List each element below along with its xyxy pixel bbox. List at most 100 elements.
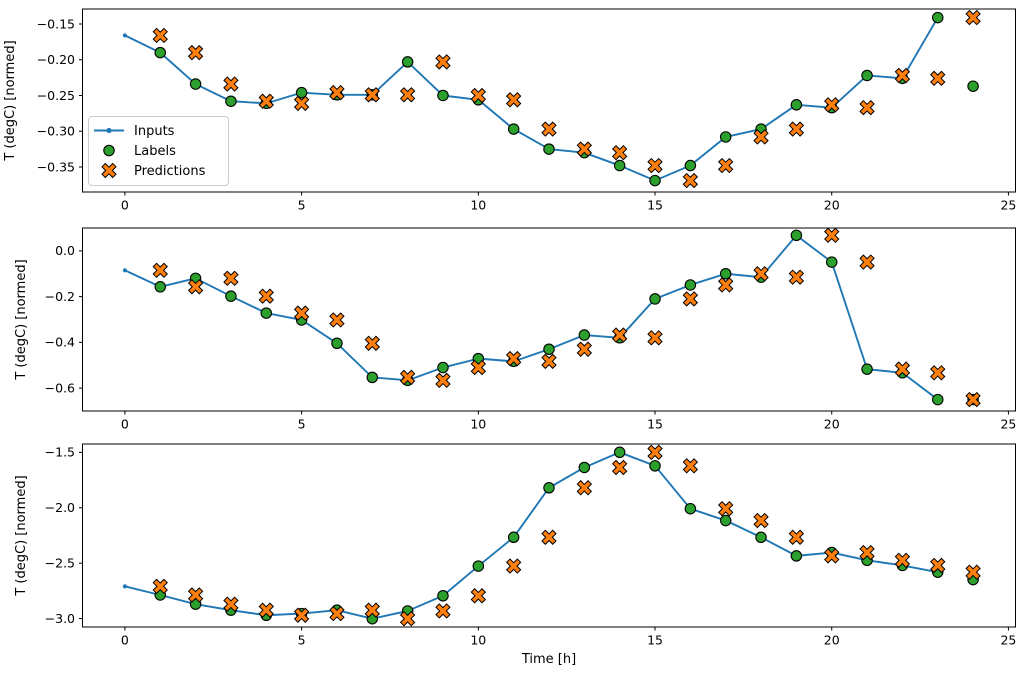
labels-marker (755, 531, 767, 544)
predictions-marker (505, 558, 522, 574)
legend-entry-label: Predictions (134, 164, 206, 179)
predictions-marker (293, 95, 310, 112)
x-tick-label: 25 (1000, 198, 1016, 213)
predictions-marker (894, 361, 911, 377)
labels-marker (967, 80, 979, 92)
labels-marker (931, 11, 944, 24)
labels-marker (790, 229, 803, 242)
labels-marker (578, 461, 591, 474)
predictions-marker (541, 121, 557, 137)
labels-marker (613, 446, 626, 459)
predictions-marker (399, 369, 416, 386)
inputs-point-marker (122, 268, 128, 273)
labels-marker (719, 514, 732, 527)
labels-marker (719, 131, 732, 143)
y-tick-label: −0.35 (37, 159, 75, 174)
predictions-marker (152, 578, 168, 595)
predictions-marker (152, 27, 168, 44)
predictions-marker (258, 602, 274, 618)
predictions-marker (965, 391, 981, 408)
y-tick-label: −0.15 (37, 16, 75, 31)
predictions-marker (329, 84, 345, 101)
predictions-marker (717, 277, 734, 293)
labels-marker (507, 123, 520, 135)
y-tick-label: −0.4 (45, 335, 75, 350)
predictions-marker (824, 227, 840, 244)
labels-marker (861, 69, 873, 82)
x-tick-label: 20 (824, 633, 840, 648)
predictions-marker (505, 92, 522, 108)
labels-marker (154, 46, 167, 59)
labels-marker (437, 361, 449, 374)
subplot-3: 0 5 10 15 20 25 −1.5 −2.0 −2.5 −3.0 T (degC) [norm… (14, 443, 1016, 667)
labels-marker (684, 159, 697, 172)
y-tick-label: −3.0 (45, 611, 75, 626)
x-tick-label: 5 (298, 417, 306, 432)
predictions-marker (824, 548, 840, 564)
y-axis: −1.5 −2.0 −2.5 −3.0 (45, 445, 83, 626)
predictions-marker (859, 544, 875, 561)
series-inputs (122, 450, 940, 621)
predictions-marker (930, 365, 946, 381)
predictions-marker (223, 596, 239, 612)
predictions-marker (399, 610, 416, 627)
labels-marker (507, 531, 520, 544)
y-tick-label: −1.5 (45, 445, 75, 460)
predictions-marker (364, 602, 381, 618)
y-tick-label: −0.30 (37, 124, 75, 139)
x-tick-label: 20 (824, 198, 840, 213)
predictions-marker (859, 254, 875, 270)
legend-entry: Predictions (101, 162, 206, 179)
labels-marker (825, 256, 838, 268)
predictions-marker (329, 312, 345, 328)
labels-marker (366, 371, 379, 384)
x-tick-label: 10 (470, 633, 486, 648)
x-tick-label: 10 (470, 198, 486, 213)
legend-entry: Inputs (94, 124, 175, 139)
y-tick-label: 0.0 (55, 243, 75, 258)
labels-marker (790, 99, 803, 111)
legend-labels-circle-icon (103, 144, 115, 157)
legend-entry-label: Inputs (134, 124, 175, 139)
x-tick-label: 0 (121, 633, 129, 648)
series-predictions (152, 444, 981, 627)
predictions-marker (399, 87, 416, 103)
x-tick-label: 0 (121, 417, 129, 432)
plot-frame (82, 227, 1016, 412)
y-tick-label: −2.0 (45, 500, 75, 515)
x-tick-label: 20 (824, 417, 840, 432)
predictions-marker (364, 87, 381, 103)
predictions-marker (824, 97, 840, 113)
labels-marker (543, 143, 555, 155)
legend-entry: Labels (103, 144, 176, 159)
predictions-marker (435, 54, 451, 70)
labels-marker (719, 267, 732, 280)
labels-marker (260, 307, 273, 319)
x-tick-label: 5 (298, 633, 306, 648)
series-inputs (122, 15, 940, 183)
predictions-marker (223, 270, 239, 287)
predictions-marker (717, 157, 734, 174)
x-tick-label: 5 (298, 198, 306, 213)
predictions-marker (682, 458, 699, 474)
x-axis-label: Time [h] (521, 652, 576, 667)
predictions-marker (470, 588, 487, 604)
legend-predictions-x-icon (101, 162, 117, 179)
labels-marker (543, 343, 555, 355)
series-inputs (122, 233, 940, 402)
predictions-marker (682, 291, 699, 307)
predictions-marker (576, 141, 593, 157)
x-tick-label: 0 (121, 198, 129, 213)
series-labels (154, 446, 979, 625)
predictions-marker (329, 605, 345, 622)
predictions-marker (647, 444, 663, 461)
predictions-marker (293, 305, 310, 321)
plot-frame (82, 8, 1016, 193)
labels-marker (543, 482, 555, 494)
y-axis: 0.0 −0.2 −0.4 −0.6 (45, 243, 83, 395)
y-axis: −0.15 −0.20 −0.25 −0.30 −0.35 (37, 16, 83, 174)
predictions-marker (894, 552, 911, 569)
predictions-marker (930, 557, 946, 574)
predictions-marker (470, 87, 487, 104)
